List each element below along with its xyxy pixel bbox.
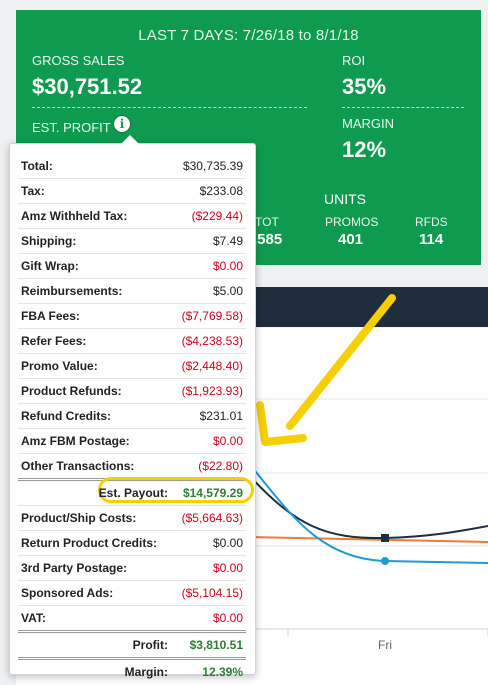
breakdown-row: Amz Withheld Tax: ($229.44) xyxy=(18,204,246,229)
row-label: Refund Credits: xyxy=(21,409,111,423)
date-range: LAST 7 DAYS: 7/26/18 to 8/1/18 xyxy=(138,27,359,44)
row-value: ($4,238.53) xyxy=(181,334,243,348)
units-heading: UNITS xyxy=(324,191,366,207)
breakdown-row: Return Product Credits: $0.00 xyxy=(18,531,246,556)
margin-label: MARGIN xyxy=(342,116,394,131)
breakdown-row: Reimbursements: $5.00 xyxy=(18,279,246,304)
row-label: Sponsored Ads: xyxy=(21,586,114,600)
row-label: Product/Ship Costs: xyxy=(21,511,137,525)
row-value: ($229.44) xyxy=(191,209,243,223)
series-line-blue xyxy=(245,459,488,564)
row-value: $5.00 xyxy=(212,284,243,298)
est-payout-row: Est. Payout: $14,579.29 xyxy=(18,477,254,506)
row-value: ($5,664.63) xyxy=(181,511,243,525)
row-label: Other Transactions: xyxy=(21,459,135,473)
margin-row: Margin: 12.39% xyxy=(18,660,246,684)
popover-caret xyxy=(121,135,139,144)
info-icon[interactable]: i xyxy=(113,115,131,133)
row-label: Reimbursements: xyxy=(21,284,123,298)
row-label: Total: xyxy=(21,159,53,173)
row-label: Product Refunds: xyxy=(21,384,122,398)
divider xyxy=(32,107,307,108)
breakdown-row: Tax: $233.08 xyxy=(18,179,246,204)
row-value: ($5,104.15) xyxy=(181,586,243,600)
row-value: ($2,448.40) xyxy=(181,359,243,373)
breakdown-row: 3rd Party Postage: $0.00 xyxy=(18,556,246,581)
row-value: $0.00 xyxy=(212,561,243,575)
breakdown-row: Refund Credits: $231.01 xyxy=(18,404,246,429)
row-label: Tax: xyxy=(21,184,45,198)
row-label: Gift Wrap: xyxy=(21,259,79,273)
breakdown-row: FBA Fees: ($7,769.58) xyxy=(18,304,246,329)
row-value: $0.00 xyxy=(212,434,243,448)
series-line-orange xyxy=(245,536,488,543)
breakdown-row: Promo Value: ($2,448.40) xyxy=(18,354,246,379)
profit-breakdown-popover: Total: $30,735.39 Tax: $233.08 Amz Withhel… xyxy=(9,135,256,679)
data-point-blue xyxy=(381,557,389,565)
row-value: $0.00 xyxy=(212,259,243,273)
row-label: VAT: xyxy=(21,611,46,625)
data-point-navy xyxy=(381,534,389,542)
breakdown-row: Sponsored Ads: ($5,104.15) xyxy=(18,581,246,606)
profit-value: $3,810.51 xyxy=(189,638,243,652)
tot-label: TOT xyxy=(255,215,279,229)
breakdown-row: Shipping: $7.49 xyxy=(18,229,246,254)
x-tick-label: Fri xyxy=(378,638,392,652)
rfds-label: RFDS xyxy=(415,215,448,229)
profit-label: Profit: xyxy=(132,638,168,652)
row-label: Return Product Credits: xyxy=(21,536,158,550)
roi-value: 35% xyxy=(342,74,387,99)
row-label: Promo Value: xyxy=(21,359,98,373)
row-value: $30,735.39 xyxy=(182,159,243,173)
promos-label: PROMOS xyxy=(325,215,379,229)
row-label: Amz FBM Postage: xyxy=(21,434,130,448)
row-value: ($7,769.58) xyxy=(181,309,243,323)
est-profit-label: EST. PROFIT xyxy=(32,120,111,135)
est-payout-label: Est. Payout: xyxy=(98,486,168,500)
breakdown-row: VAT: $0.00 xyxy=(18,606,246,633)
row-value: $0.00 xyxy=(212,611,243,625)
margin-value: 12% xyxy=(342,137,387,162)
row-value: $233.08 xyxy=(199,184,243,198)
row-value: $7.49 xyxy=(212,234,243,248)
breakdown-table: Total: $30,735.39 Tax: $233.08 Amz Withhel… xyxy=(18,154,254,684)
breakdown-row: Amz FBM Postage: $0.00 xyxy=(18,429,246,454)
breakdown-row: Refer Fees: ($4,238.53) xyxy=(18,329,246,354)
roi-label: ROI xyxy=(342,53,366,68)
gross-sales-value: $30,751.52 xyxy=(32,74,143,99)
est-payout-value: $14,579.29 xyxy=(182,486,243,500)
margin-label-row: Margin: xyxy=(124,665,168,679)
row-value: ($22.80) xyxy=(198,459,243,473)
promos-value: 401 xyxy=(338,231,364,248)
row-value: ($1,923.93) xyxy=(181,384,243,398)
rfds-value: 114 xyxy=(419,231,444,248)
row-label: Shipping: xyxy=(21,234,77,248)
breakdown-row: Product/Ship Costs: ($5,664.63) xyxy=(18,506,246,531)
gross-sales-label: GROSS SALES xyxy=(32,53,125,68)
breakdown-row: Product Refunds: ($1,923.93) xyxy=(18,379,246,404)
row-label: Amz Withheld Tax: xyxy=(21,209,128,223)
payout-highlight xyxy=(98,477,254,503)
breakdown-row: Total: $30,735.39 xyxy=(18,154,246,179)
row-label: 3rd Party Postage: xyxy=(21,561,128,575)
profit-row: Profit: $3,810.51 xyxy=(18,633,246,660)
row-value: $231.01 xyxy=(199,409,243,423)
row-label: Refer Fees: xyxy=(21,334,87,348)
row-label: FBA Fees: xyxy=(21,309,80,323)
margin-value-row: 12.39% xyxy=(202,665,243,679)
breakdown-row: Gift Wrap: $0.00 xyxy=(18,254,246,279)
tot-value: ,585 xyxy=(253,231,283,248)
divider xyxy=(342,107,464,108)
row-value: $0.00 xyxy=(212,536,243,550)
